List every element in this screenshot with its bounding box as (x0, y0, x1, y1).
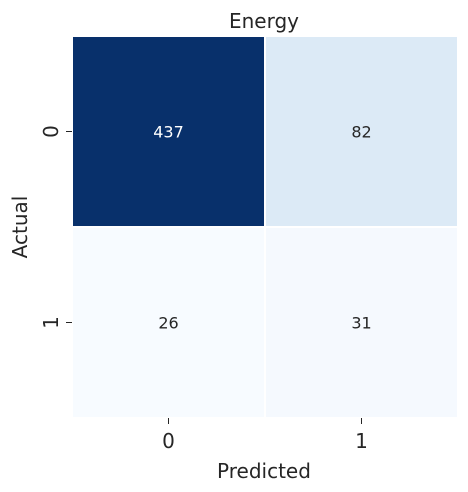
x-axis-label: Predicted (217, 459, 311, 483)
heatmap-cell-r0-c0 (71, 35, 266, 228)
cell-value-label-r0-c1: 82 (351, 123, 371, 142)
heatmap-cell-r1-c0 (71, 226, 266, 419)
heatmap-cell-r1-c1 (264, 226, 459, 419)
y-tick-label-0: 0 (39, 125, 63, 138)
cell-value-label-r0-c0: 437 (153, 123, 184, 142)
y-tick-label-1: 1 (39, 316, 63, 329)
y-axis-ticks: 01 (39, 125, 72, 329)
chart-title: Energy (229, 9, 299, 33)
cell-value-label-r1-c1: 31 (351, 314, 371, 333)
heatmap-cells (71, 35, 459, 419)
heatmap-cell-r0-c1 (264, 35, 459, 228)
x-tick-label-1: 1 (355, 429, 368, 453)
cell-value-label-r1-c0: 26 (158, 314, 178, 333)
heatmap-cell-labels: 437 82 26 31 (153, 123, 371, 333)
y-axis-label: Actual (8, 196, 32, 259)
x-tick-label-0: 0 (162, 429, 175, 453)
